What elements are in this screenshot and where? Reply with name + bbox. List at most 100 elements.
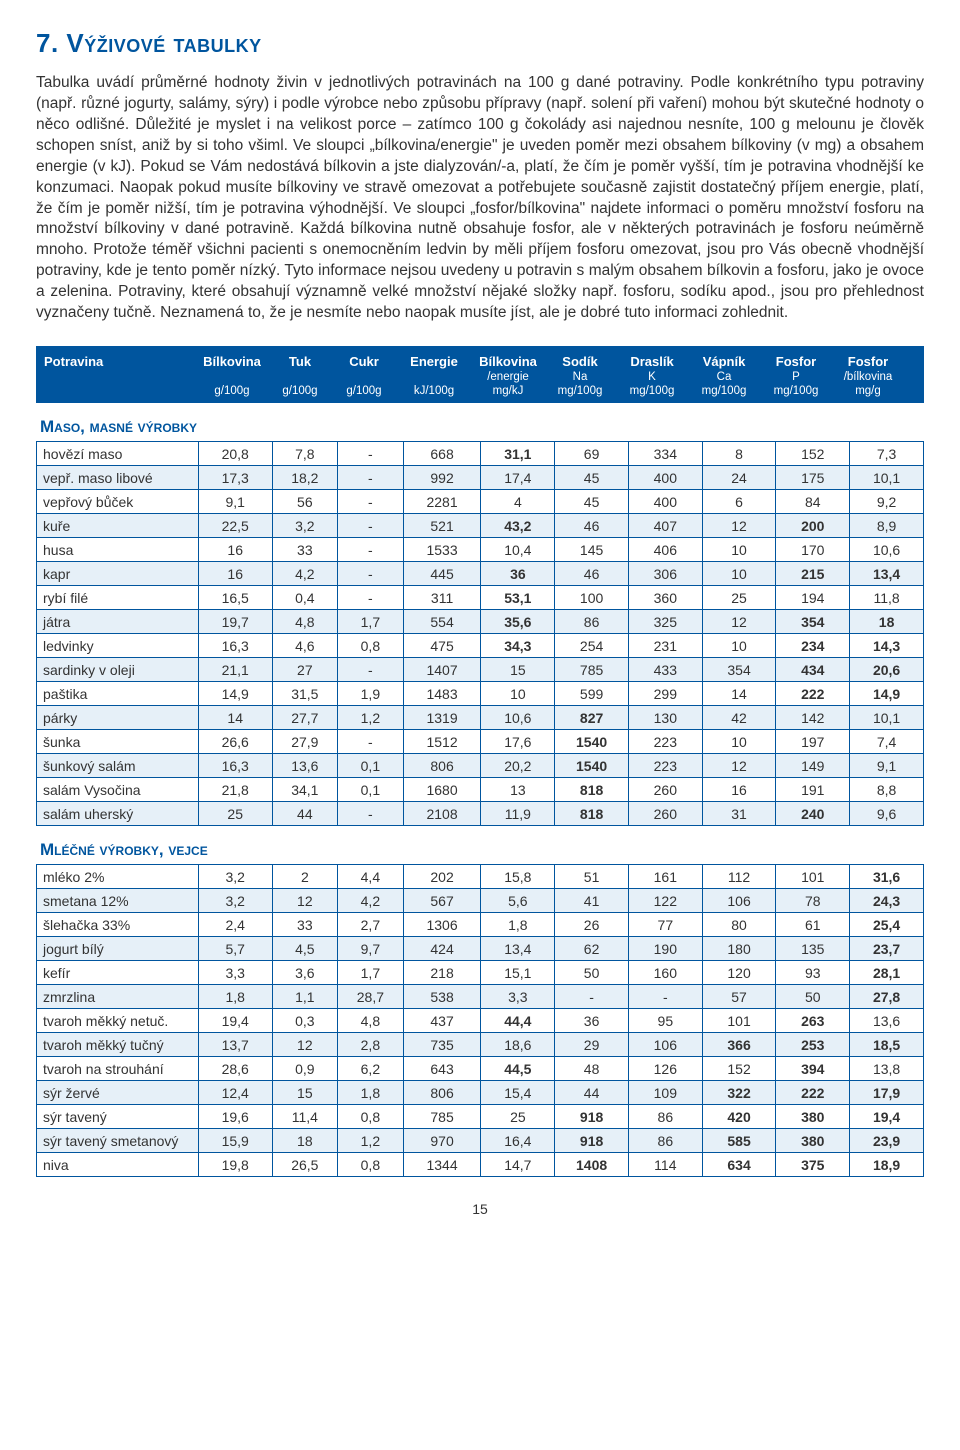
value-cell: 9,1 [198, 490, 272, 514]
table-row: párky1427,71,2131910,68271304214210,1 [37, 706, 924, 730]
table-row: ledvinky16,34,60,847534,32542311023414,3 [37, 634, 924, 658]
food-name-cell: vepřový bůček [37, 490, 199, 514]
food-name-cell: šunkový salám [37, 754, 199, 778]
value-cell: 15,1 [481, 961, 555, 985]
value-cell: 10 [702, 562, 776, 586]
value-cell: 33 [272, 913, 338, 937]
table-row: salám uherský2544-210811,9818260312409,6 [37, 802, 924, 826]
value-cell: 13,7 [198, 1033, 272, 1057]
value-cell: 4,4 [338, 865, 404, 889]
value-cell: - [628, 985, 702, 1009]
value-cell: 260 [628, 778, 702, 802]
value-cell: 4,2 [338, 889, 404, 913]
value-cell: 26 [555, 913, 629, 937]
value-cell: 0,9 [272, 1057, 338, 1081]
value-cell: 160 [628, 961, 702, 985]
value-cell: 27,9 [272, 730, 338, 754]
value-cell: - [338, 442, 404, 466]
value-cell: 15,8 [481, 865, 555, 889]
value-cell: 1344 [403, 1153, 481, 1177]
value-cell: 2,4 [198, 913, 272, 937]
table-row: hovězí maso20,87,8-66831,16933481527,3 [37, 442, 924, 466]
value-cell: 19,7 [198, 610, 272, 634]
nutrition-table: hovězí maso20,87,8-66831,16933481527,3ve… [36, 441, 924, 826]
value-cell: 33 [272, 538, 338, 562]
value-cell: 218 [403, 961, 481, 985]
table-row: kefír3,33,61,721815,1501601209328,1 [37, 961, 924, 985]
value-cell: 15,9 [198, 1129, 272, 1153]
value-cell: 26,6 [198, 730, 272, 754]
value-cell: 10 [702, 538, 776, 562]
food-name-cell: husa [37, 538, 199, 562]
value-cell: 3,2 [198, 889, 272, 913]
table-row: kuře22,53,2-52143,246407122008,9 [37, 514, 924, 538]
table-row: šunka26,627,9-151217,61540223101977,4 [37, 730, 924, 754]
value-cell: 7,4 [850, 730, 924, 754]
value-cell: 56 [272, 490, 338, 514]
value-cell: 433 [628, 658, 702, 682]
value-cell: 400 [628, 490, 702, 514]
value-cell: 21,1 [198, 658, 272, 682]
value-cell: 145 [555, 538, 629, 562]
food-name-cell: šunka [37, 730, 199, 754]
value-cell: 61 [776, 913, 850, 937]
column-header: DraslíkKmg/100g [616, 354, 688, 397]
value-cell: 7,3 [850, 442, 924, 466]
value-cell: - [338, 562, 404, 586]
value-cell: 126 [628, 1057, 702, 1081]
value-cell: 322 [702, 1081, 776, 1105]
table-row: tvaroh měkký netuč.19,40,34,843744,43695… [37, 1009, 924, 1033]
food-name-cell: vepř. maso libové [37, 466, 199, 490]
value-cell: 643 [403, 1057, 481, 1081]
value-cell: 19,4 [198, 1009, 272, 1033]
column-header: Tuk g/100g [268, 354, 332, 397]
table-row: husa1633-153310,41454061017010,6 [37, 538, 924, 562]
section-title: Mléčné výrobky, vejce [40, 840, 924, 860]
column-header: VápníkCamg/100g [688, 354, 760, 397]
value-cell: 4,8 [338, 1009, 404, 1033]
value-cell: 334 [628, 442, 702, 466]
table-row: šunkový salám16,313,60,180620,2154022312… [37, 754, 924, 778]
value-cell: 50 [776, 985, 850, 1009]
value-cell: 668 [403, 442, 481, 466]
value-cell: - [338, 514, 404, 538]
section-title: Maso, masné výrobky [40, 417, 924, 437]
value-cell: 1680 [403, 778, 481, 802]
value-cell: - [555, 985, 629, 1009]
value-cell: 175 [776, 466, 850, 490]
table-row: zmrzlina1,81,128,75383,3--575027,8 [37, 985, 924, 1009]
value-cell: 84 [776, 490, 850, 514]
value-cell: 152 [776, 442, 850, 466]
value-cell: 0,4 [272, 586, 338, 610]
value-cell: 2281 [403, 490, 481, 514]
value-cell: 53,1 [481, 586, 555, 610]
value-cell: 360 [628, 586, 702, 610]
value-cell: 15 [272, 1081, 338, 1105]
value-cell: 1,8 [338, 1081, 404, 1105]
value-cell: 31,5 [272, 682, 338, 706]
value-cell: 366 [702, 1033, 776, 1057]
value-cell: 2,8 [338, 1033, 404, 1057]
value-cell: 234 [776, 634, 850, 658]
value-cell: 95 [628, 1009, 702, 1033]
value-cell: 10,4 [481, 538, 555, 562]
value-cell: 2 [272, 865, 338, 889]
value-cell: 20,8 [198, 442, 272, 466]
food-name-cell: kefír [37, 961, 199, 985]
value-cell: 3,2 [198, 865, 272, 889]
value-cell: 10 [481, 682, 555, 706]
value-cell: 114 [628, 1153, 702, 1177]
value-cell: 190 [628, 937, 702, 961]
value-cell: 2,7 [338, 913, 404, 937]
value-cell: 585 [702, 1129, 776, 1153]
value-cell: 6,2 [338, 1057, 404, 1081]
food-name-cell: párky [37, 706, 199, 730]
value-cell: 1,1 [272, 985, 338, 1009]
value-cell: 0,1 [338, 778, 404, 802]
value-cell: 50 [555, 961, 629, 985]
value-cell: 3,2 [272, 514, 338, 538]
page-heading: 7. Výživové tabulky [36, 28, 924, 59]
value-cell: 36 [555, 1009, 629, 1033]
value-cell: 806 [403, 754, 481, 778]
value-cell: 1512 [403, 730, 481, 754]
